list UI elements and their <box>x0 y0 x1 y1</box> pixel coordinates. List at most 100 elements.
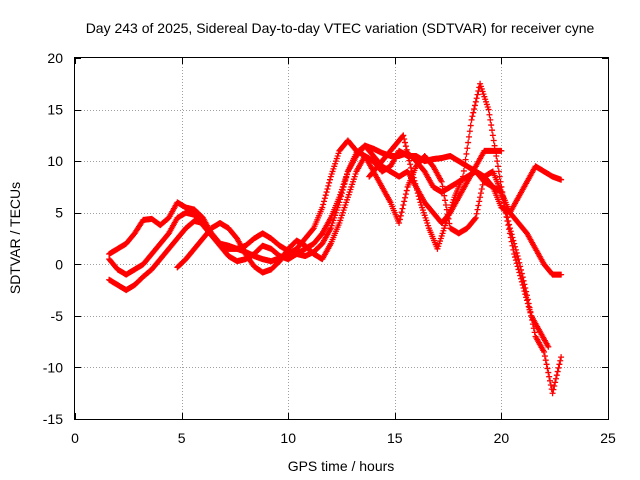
y-tick-labels: -15 -10 -5 0 5 10 15 20 <box>43 50 63 427</box>
data-point <box>497 178 504 185</box>
data-point <box>523 297 530 304</box>
y-tick-label: 10 <box>47 153 63 169</box>
data-point <box>464 145 471 152</box>
data-point <box>473 210 480 217</box>
data-point <box>516 269 523 276</box>
data-point <box>478 185 485 192</box>
data-point <box>468 116 475 123</box>
data-point <box>460 173 467 180</box>
data-point <box>344 171 351 178</box>
data-point <box>488 122 495 129</box>
data-point <box>460 167 467 174</box>
data-point <box>544 365 551 372</box>
data-point <box>553 372 560 379</box>
x-tick-labels: 0 5 10 15 20 25 <box>71 430 616 446</box>
data-point <box>554 368 561 375</box>
data-point <box>494 158 501 165</box>
data-point <box>501 204 508 211</box>
data-point <box>525 303 532 310</box>
data-point <box>511 250 518 257</box>
data-point <box>521 288 528 295</box>
data-point <box>555 364 562 371</box>
data-point <box>543 361 550 368</box>
data-point <box>413 183 420 190</box>
data-point <box>403 146 410 153</box>
data-point <box>465 133 472 140</box>
data-point <box>549 390 556 397</box>
data-point <box>338 190 345 197</box>
data-point <box>470 109 477 116</box>
data-point <box>411 177 418 184</box>
data-point <box>556 361 563 368</box>
y-tick-label: 5 <box>55 205 63 221</box>
data-point <box>320 201 327 208</box>
data-point <box>514 263 521 270</box>
data-point <box>402 143 409 150</box>
data-point <box>341 180 348 187</box>
x-tick-label: 25 <box>600 430 616 446</box>
data-point <box>466 128 473 135</box>
data-point <box>326 179 333 186</box>
data-point <box>462 156 469 163</box>
data-point <box>402 194 409 201</box>
data-point <box>323 189 330 196</box>
data-point <box>487 116 494 123</box>
data-point <box>506 230 513 237</box>
data-point <box>408 168 415 175</box>
data-point <box>396 220 403 227</box>
data-point <box>495 168 502 175</box>
data-point <box>493 152 500 159</box>
data-point <box>489 127 496 134</box>
data-point <box>526 306 533 313</box>
data-point <box>412 180 419 187</box>
y-tick-label: -10 <box>43 359 63 375</box>
data-point <box>496 173 503 180</box>
data-point <box>523 294 530 301</box>
data-point <box>441 192 448 199</box>
data-point <box>485 106 492 113</box>
data-point <box>489 132 496 139</box>
data-point <box>494 163 501 170</box>
data-point <box>439 183 446 190</box>
data-point <box>326 176 333 183</box>
x-tick-label: 20 <box>494 430 510 446</box>
data-point <box>524 300 531 307</box>
data-point <box>522 291 529 298</box>
data-point <box>336 199 343 206</box>
data-point <box>440 188 447 195</box>
data-point <box>321 198 328 205</box>
data-point <box>474 91 481 98</box>
data-point <box>486 111 493 118</box>
data-point <box>505 222 512 229</box>
data-point <box>402 191 409 198</box>
data-point <box>404 150 411 157</box>
data-point <box>547 381 554 388</box>
data-point <box>337 196 344 203</box>
data-point <box>527 309 534 316</box>
data-point <box>474 206 481 213</box>
data-point <box>321 195 328 202</box>
data-point <box>558 271 565 278</box>
data-point <box>489 182 496 189</box>
data-point <box>504 217 511 224</box>
data-point <box>325 182 332 189</box>
data-point <box>479 181 486 188</box>
data-point <box>408 164 415 171</box>
data-point <box>502 209 509 216</box>
series-track-4 <box>174 152 565 397</box>
chart-title: Day 243 of 2025, Sidereal Day-to-day VTE… <box>86 20 595 36</box>
data-point <box>515 266 522 273</box>
x-tick-label: 0 <box>71 430 79 446</box>
y-tick-label: -15 <box>43 411 63 427</box>
data-point <box>517 272 524 279</box>
data-point <box>473 95 480 102</box>
data-point <box>409 171 416 178</box>
data-point <box>519 281 526 288</box>
data-point <box>499 189 506 196</box>
data-point <box>518 275 525 282</box>
data-point <box>557 357 564 364</box>
data-point <box>471 102 478 109</box>
data-point <box>513 260 520 267</box>
data-point <box>471 215 478 222</box>
